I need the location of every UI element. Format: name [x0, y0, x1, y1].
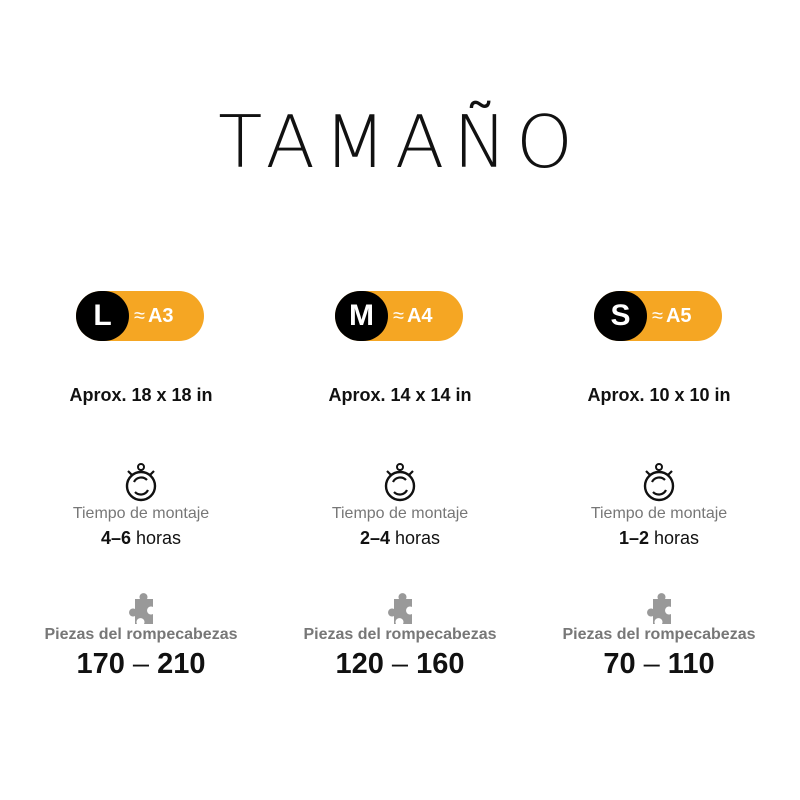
time-unit: horas [654, 528, 700, 548]
size-badge: M ≈ A4 [335, 291, 463, 341]
pieces-label: Piezas del rompecabezas [562, 626, 756, 643]
size-letter: L [76, 291, 129, 341]
time-range: 1–2 [618, 528, 649, 548]
puzzle-piece-icon [647, 593, 671, 624]
page-title: TAMAÑO [218, 100, 582, 184]
size-column-l: L ≈ A3 Aprox. 18 x 18 in Tiempo de montaj… [11, 0, 271, 800]
approx-symbol: ≈ [652, 305, 663, 327]
time-unit: horas [136, 528, 182, 548]
pieces-min: 170 [76, 648, 125, 680]
assembly-time: 1–2 horas [529, 528, 789, 549]
pieces-max: 110 [667, 648, 715, 680]
dimensions: Aprox. 10 x 10 in [587, 385, 731, 405]
paper-size: ≈ A5 [652, 291, 692, 341]
paper-size-label: A4 [406, 305, 433, 327]
size-column-s: S ≈ A5 Aprox. 10 x 10 in Tiempo de montaj… [529, 0, 789, 800]
pieces-label: Piezas del rompecabezas [303, 626, 497, 643]
stopwatch-icon [643, 463, 675, 502]
size-badge: L ≈ A3 [76, 291, 204, 341]
size-column-m: M ≈ A4 Aprox. 14 x 14 in Tiempo de montaj… [270, 0, 530, 800]
pieces-range: 70–110 [529, 648, 789, 681]
dimensions: Aprox. 18 x 18 in [69, 385, 213, 405]
pieces-separator: – [132, 648, 150, 680]
time-unit: horas [395, 528, 441, 548]
pieces-max: 160 [416, 648, 465, 680]
puzzle-piece-icon [388, 593, 412, 624]
approx-symbol: ≈ [134, 305, 145, 327]
time-range: 2–4 [359, 528, 390, 548]
pieces-min: 70 [603, 648, 636, 680]
approx-symbol: ≈ [393, 305, 404, 327]
size-letter: M [335, 291, 388, 341]
pieces-range: 170–210 [11, 648, 271, 681]
stopwatch-icon [125, 463, 157, 502]
assembly-time: 4–6 horas [11, 528, 271, 549]
pieces-separator: – [643, 648, 660, 680]
pieces-range: 120–160 [270, 648, 530, 681]
paper-size: ≈ A4 [393, 291, 433, 341]
time-label: Tiempo de montaje [590, 505, 728, 522]
size-letter: S [594, 291, 647, 341]
time-label: Tiempo de montaje [72, 505, 210, 522]
time-range: 4–6 [100, 528, 131, 548]
assembly-time: 2–4 horas [270, 528, 530, 549]
paper-size-label: A3 [147, 305, 174, 327]
puzzle-piece-icon [129, 593, 153, 624]
pieces-label: Piezas del rompecabezas [44, 626, 238, 643]
paper-size: ≈ A3 [134, 291, 174, 341]
size-badge: S ≈ A5 [594, 291, 722, 341]
pieces-max: 210 [157, 648, 206, 680]
pieces-min: 120 [335, 648, 384, 680]
stopwatch-icon [384, 463, 416, 502]
pieces-separator: – [391, 648, 409, 680]
dimensions: Aprox. 14 x 14 in [328, 385, 472, 405]
paper-size-label: A5 [665, 305, 692, 327]
time-label: Tiempo de montaje [331, 505, 469, 522]
